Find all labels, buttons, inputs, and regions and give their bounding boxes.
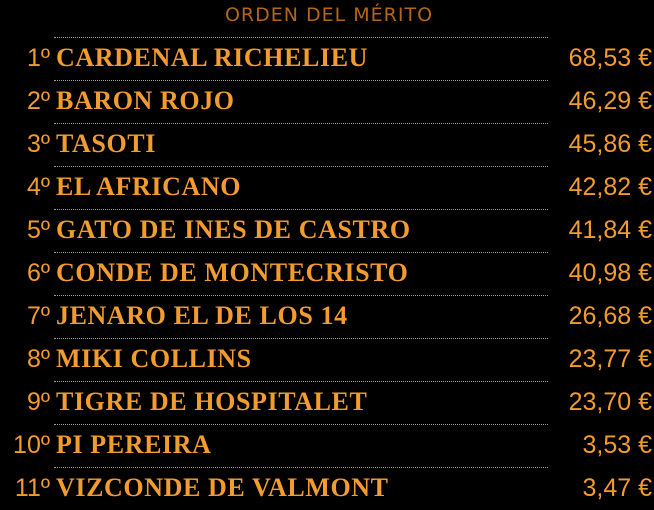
row-separator [54, 252, 548, 253]
rank-position: 9º [26, 388, 50, 416]
player-name: CARDENAL RICHELIEU [56, 43, 369, 72]
amount-value: 46,29 € [568, 87, 652, 115]
row-separator [54, 123, 548, 124]
row-separator [54, 424, 548, 425]
ranking-row: 5º GATO DE INES DE CASTRO 41,84 € [0, 209, 654, 252]
player-name: JENARO EL DE LOS 14 [56, 301, 348, 330]
ranking-row: 1º CARDENAL RICHELIEU 68,53 € [0, 37, 654, 80]
player-name: TIGRE DE HOSPITALET [56, 387, 368, 416]
ranking-row: 3º TASOTI 45,86 € [0, 123, 654, 166]
rank-position: 11º [14, 474, 50, 502]
ranking-row: 6º CONDE DE MONTECRISTO 40,98 € [0, 252, 654, 295]
title-text: ORDEN DEL MÉRITO [224, 4, 434, 26]
ranking-row: 10º PI PEREIRA 3,53 € [0, 424, 654, 467]
rank-position: 8º [26, 345, 50, 373]
rank-position: 1º [26, 44, 50, 72]
amount-value: 26,68 € [568, 302, 652, 330]
rank-position: 3º [26, 130, 50, 158]
ranking-row: 8º MIKI COLLINS 23,77 € [0, 338, 654, 381]
rank-position: 5º [26, 216, 50, 244]
ranking-row: 4º EL AFRICANO 42,82 € [0, 166, 654, 209]
player-name: BARON ROJO [56, 86, 235, 115]
amount-value: 68,53 € [568, 44, 652, 72]
amount-value: 40,98 € [568, 259, 652, 287]
row-separator [54, 209, 548, 210]
player-name: MIKI COLLINS [56, 344, 252, 373]
page-title: ORDEN DEL MÉRITO [0, 4, 654, 26]
row-separator [54, 37, 548, 38]
amount-value: 42,82 € [568, 173, 652, 201]
row-separator [54, 467, 548, 468]
rank-position: 2º [26, 87, 50, 115]
rank-position: 6º [26, 259, 50, 287]
amount-value: 23,70 € [568, 388, 652, 416]
player-name: PI PEREIRA [56, 430, 212, 459]
row-separator [54, 80, 548, 81]
amount-value: 3,47 € [582, 474, 652, 502]
player-name: TASOTI [56, 129, 156, 158]
amount-value: 41,84 € [568, 216, 652, 244]
ranking-row: 11º VIZCONDE DE VALMONT 3,47 € [0, 467, 654, 510]
player-name: GATO DE INES DE CASTRO [56, 215, 411, 244]
row-separator [54, 338, 548, 339]
player-name: CONDE DE MONTECRISTO [56, 258, 409, 287]
player-name: EL AFRICANO [56, 172, 242, 201]
row-separator [54, 166, 548, 167]
ranking-list: 1º CARDENAL RICHELIEU 68,53 € 2º BARON R… [0, 37, 654, 510]
rank-position: 7º [26, 302, 50, 330]
player-name: VIZCONDE DE VALMONT [56, 473, 389, 502]
ranking-row: 7º JENARO EL DE LOS 14 26,68 € [0, 295, 654, 338]
rank-position: 4º [26, 173, 50, 201]
ranking-row: 9º TIGRE DE HOSPITALET 23,70 € [0, 381, 654, 424]
amount-value: 45,86 € [568, 130, 652, 158]
amount-value: 23,77 € [568, 345, 652, 373]
rank-position: 10º [13, 431, 50, 459]
row-separator [54, 295, 548, 296]
ranking-row: 2º BARON ROJO 46,29 € [0, 80, 654, 123]
row-separator [54, 381, 548, 382]
amount-value: 3,53 € [582, 431, 652, 459]
